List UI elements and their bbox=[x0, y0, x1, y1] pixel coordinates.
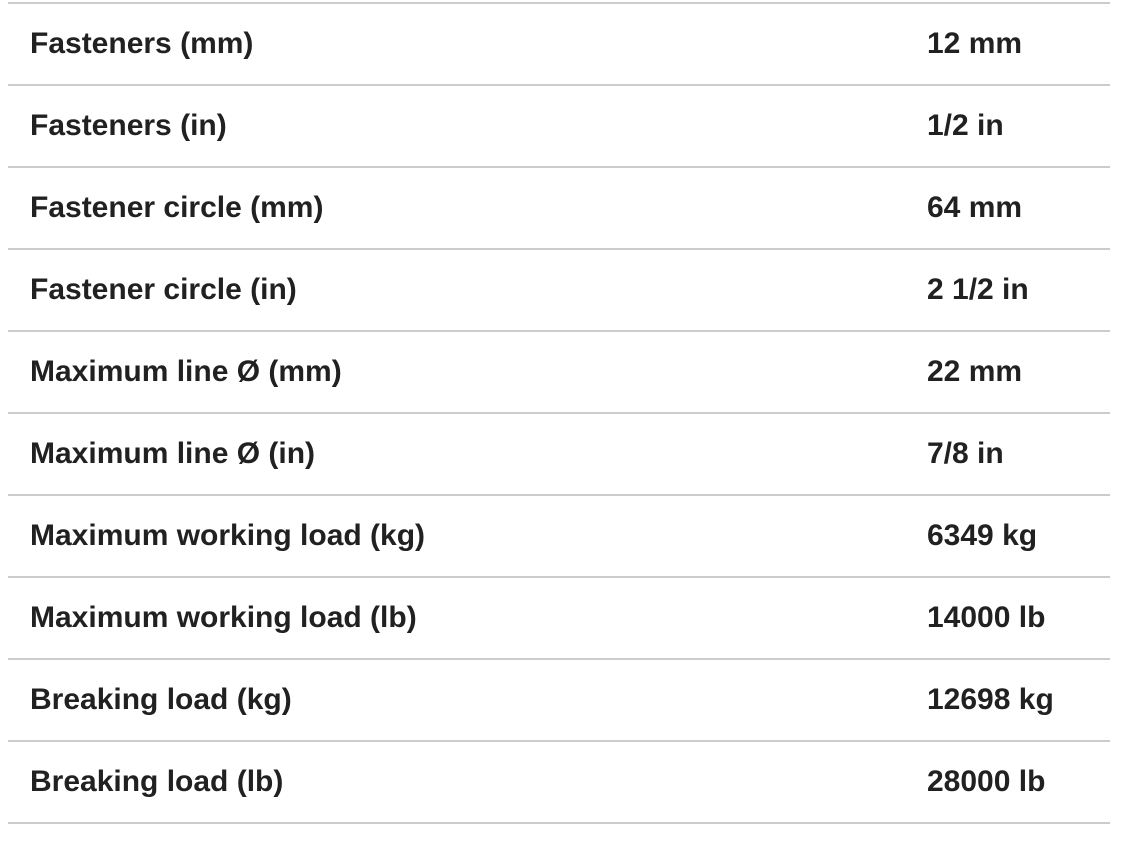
spec-value: 6349 kg bbox=[927, 519, 1038, 552]
spec-label: Maximum line Ø (in) bbox=[30, 437, 316, 470]
spec-row-fastener-circle-in: Fastener circle (in) 2 1/2 in bbox=[8, 250, 1110, 332]
spec-label: Breaking load (lb) bbox=[30, 765, 284, 798]
spec-value: 28000 lb bbox=[927, 765, 1046, 798]
spec-row-max-line-diameter-in: Maximum line Ø (in) 7/8 in bbox=[8, 414, 1110, 496]
spec-value: 7/8 in bbox=[927, 437, 1004, 470]
spec-value: 64 mm bbox=[927, 191, 1023, 224]
spec-label: Maximum line Ø (mm) bbox=[30, 355, 342, 388]
spec-row-max-working-load-kg: Maximum working load (kg) 6349 kg bbox=[8, 496, 1110, 578]
spec-value: 22 mm bbox=[927, 355, 1023, 388]
spec-label: Fasteners (in) bbox=[30, 109, 227, 142]
spec-row-breaking-load-lb: Breaking load (lb) 28000 lb bbox=[8, 742, 1110, 824]
spec-row-breaking-load-kg: Breaking load (kg) 12698 kg bbox=[8, 660, 1110, 742]
spec-label: Maximum working load (lb) bbox=[30, 601, 417, 634]
spec-value: 2 1/2 in bbox=[927, 273, 1029, 306]
spec-label: Breaking load (kg) bbox=[30, 683, 292, 716]
spec-value: 14000 lb bbox=[927, 601, 1046, 634]
spec-label: Fasteners (mm) bbox=[30, 27, 254, 60]
spec-row-max-line-diameter-mm: Maximum line Ø (mm) 22 mm bbox=[8, 332, 1110, 414]
spec-value: 12698 kg bbox=[927, 683, 1054, 716]
spec-row-max-working-load-lb: Maximum working load (lb) 14000 lb bbox=[8, 578, 1110, 660]
spec-value: 12 mm bbox=[927, 27, 1023, 60]
spec-row-fasteners-mm: Fasteners (mm) 12 mm bbox=[8, 4, 1110, 86]
spec-table: Fasteners (mm) 12 mm Fasteners (in) 1/2 … bbox=[8, 2, 1110, 824]
spec-row-fastener-circle-mm: Fastener circle (mm) 64 mm bbox=[8, 168, 1110, 250]
spec-label: Fastener circle (mm) bbox=[30, 191, 324, 224]
spec-value: 1/2 in bbox=[927, 109, 1004, 142]
spec-label: Maximum working load (kg) bbox=[30, 519, 426, 552]
spec-row-fasteners-in: Fasteners (in) 1/2 in bbox=[8, 86, 1110, 168]
spec-label: Fastener circle (in) bbox=[30, 273, 297, 306]
